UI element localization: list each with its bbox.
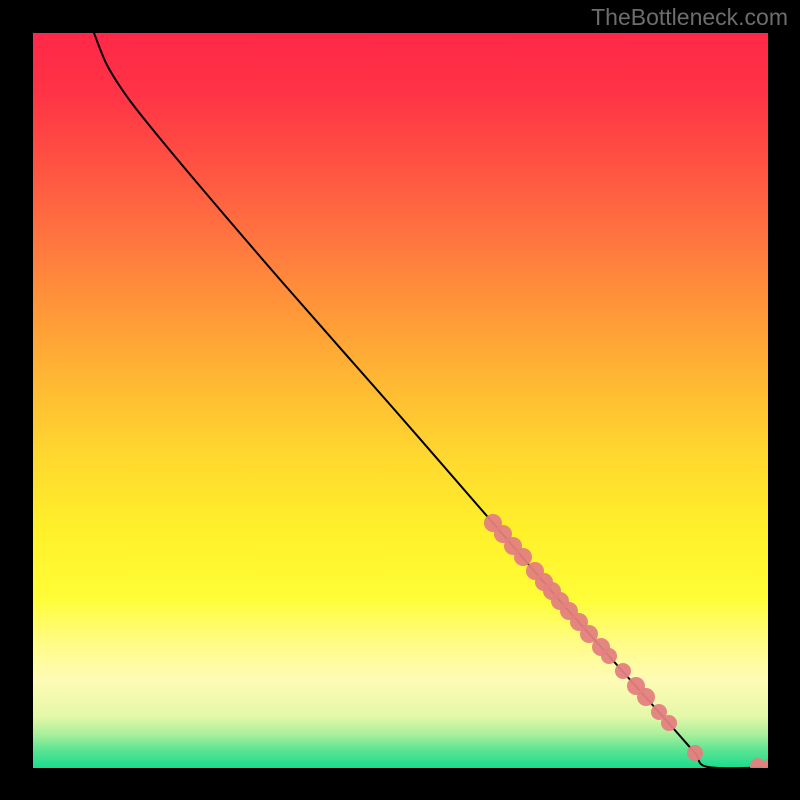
data-marker [763, 758, 768, 768]
bottleneck-curve [94, 33, 768, 768]
chart-overlay [33, 33, 768, 768]
plot-area [33, 33, 768, 768]
data-marker [637, 688, 655, 706]
chart-stage: TheBottleneck.com [0, 0, 800, 800]
data-marker [687, 745, 703, 761]
watermark-text: TheBottleneck.com [591, 4, 788, 31]
data-marker [661, 715, 677, 731]
data-marker [601, 648, 617, 664]
data-markers [484, 514, 768, 768]
data-marker [615, 663, 631, 679]
data-marker [514, 548, 532, 566]
